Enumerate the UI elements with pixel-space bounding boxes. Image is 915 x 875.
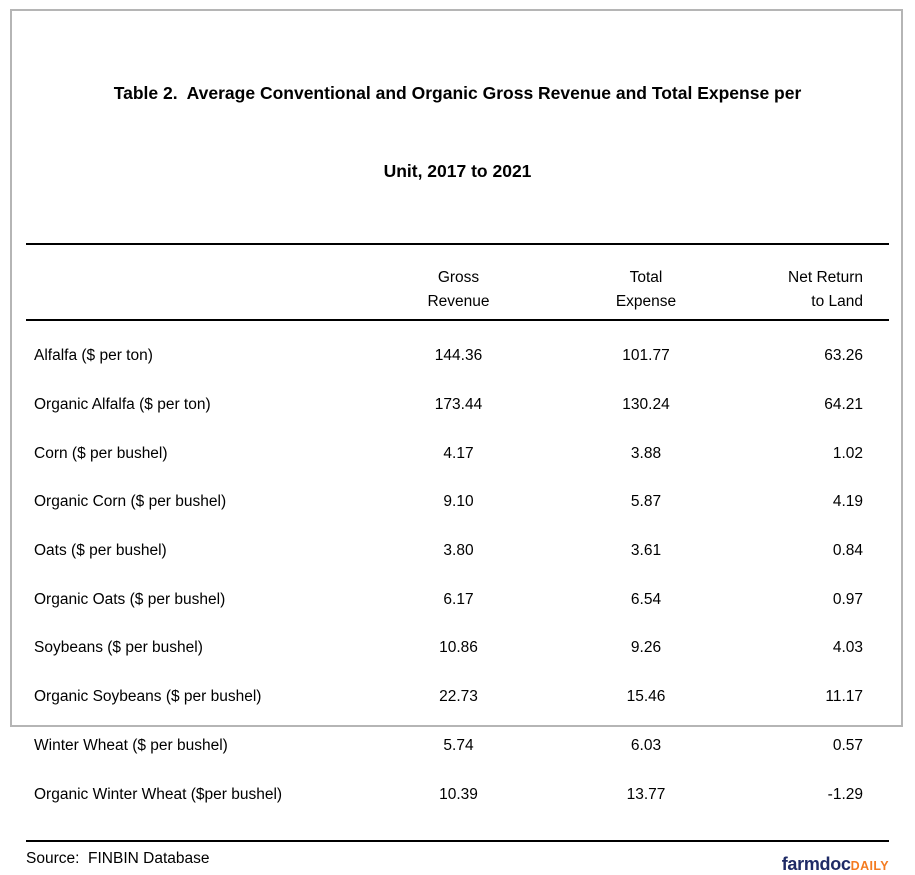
net-return-value: 0.57 — [832, 736, 863, 754]
gross-revenue-value: 10.39 — [439, 785, 478, 803]
header-spacer — [26, 266, 376, 314]
gross-revenue-value: 5.74 — [443, 736, 474, 754]
header-total-expense-line2: Expense — [615, 293, 677, 310]
table-card: Table 2. Average Conventional and Organi… — [10, 9, 903, 873]
source-note: Source: FINBIN Database — [26, 849, 210, 867]
table-row: Organic Soybeans ($ per bushel) 22.73 15… — [26, 673, 889, 722]
header-total-expense: Total Expense — [541, 266, 751, 314]
total-expense-value: 3.88 — [630, 444, 662, 462]
gross-revenue-value: 3.80 — [443, 542, 474, 560]
net-return-value: -1.29 — [827, 785, 863, 803]
row-label: Soybeans ($ per bushel) — [34, 639, 203, 657]
net-return-value: 11.17 — [825, 688, 863, 706]
gross-revenue-value: 9.10 — [443, 493, 474, 511]
footer-divider — [26, 839, 889, 842]
row-label: Oats ($ per bushel) — [34, 542, 167, 560]
gross-revenue-value: 10.86 — [439, 639, 478, 657]
total-expense-value: 9.26 — [630, 639, 662, 657]
row-label: Corn ($ per bushel) — [34, 444, 168, 462]
table-title: Table 2. Average Conventional and Organi… — [26, 28, 889, 236]
net-return-value: 64.21 — [824, 396, 863, 414]
total-expense-value: 101.77 — [622, 347, 670, 365]
net-return-value: 1.02 — [832, 444, 863, 462]
logo-daily-text: DAILY — [850, 858, 889, 873]
table-row: Winter Wheat ($ per bushel) 5.74 6.03 0.… — [26, 722, 889, 771]
gross-revenue-value: 173.44 — [434, 396, 483, 414]
table-title-line1: Table 2. Average Conventional and Organi… — [113, 83, 802, 103]
total-expense-value: 6.54 — [630, 590, 662, 608]
total-expense-value: 5.87 — [630, 493, 662, 511]
gross-revenue-value: 144.36 — [434, 347, 483, 365]
table-row: Corn ($ per bushel) 4.17 3.88 1.02 — [26, 429, 889, 478]
header-net-return: Net Return to Land — [751, 266, 887, 314]
row-label: Winter Wheat ($ per bushel) — [34, 736, 228, 754]
net-return-value: 0.97 — [832, 590, 863, 608]
total-expense-value: 13.77 — [626, 785, 666, 803]
row-label: Organic Corn ($ per bushel) — [34, 493, 227, 511]
total-expense-value: 6.03 — [630, 736, 662, 754]
net-return-value: 4.03 — [832, 639, 863, 657]
table-row: Soybeans ($ per bushel) 10.86 9.26 4.03 — [26, 624, 889, 673]
gross-revenue-value: 22.73 — [439, 688, 478, 706]
table-row: Organic Alfalfa ($ per ton) 173.44 130.2… — [26, 381, 889, 430]
table-title-line2: Unit, 2017 to 2021 — [383, 161, 532, 181]
header-net-return-line2: to Land — [811, 293, 863, 310]
table-row: Alfalfa ($ per ton) 144.36 101.77 63.26 — [26, 332, 889, 381]
gross-revenue-value: 4.17 — [443, 444, 474, 462]
header-gross-revenue: Gross Revenue — [376, 266, 541, 314]
title-divider — [26, 243, 889, 245]
logo-farmdoc-text: farmdoc — [781, 853, 851, 874]
table-footer: Source: FINBIN Database farmdocDAILY — [26, 848, 889, 875]
header-net-return-line1: Net Return — [788, 269, 863, 286]
table-row: Oats ($ per bushel) 3.80 3.61 0.84 — [26, 527, 889, 576]
net-return-value: 0.84 — [832, 542, 863, 560]
total-expense-value: 3.61 — [630, 542, 662, 560]
row-label: Organic Alfalfa ($ per ton) — [34, 396, 211, 414]
header-divider — [26, 319, 889, 321]
header-total-expense-line1: Total — [629, 269, 663, 286]
row-label: Organic Winter Wheat ($per bushel) — [34, 785, 283, 803]
total-expense-value: 130.24 — [622, 396, 670, 414]
table-row: Organic Winter Wheat ($per bushel) 10.39… — [26, 770, 889, 819]
table-row: Organic Oats ($ per bushel) 6.17 6.54 0.… — [26, 575, 889, 624]
table-header: Gross Revenue Total Expense Net Return t… — [26, 245, 889, 314]
header-gross-revenue-line1: Gross — [437, 269, 480, 286]
gross-revenue-value: 6.17 — [443, 590, 474, 608]
row-label: Organic Oats ($ per bushel) — [34, 590, 226, 608]
net-return-value: 4.19 — [832, 493, 863, 511]
row-label: Alfalfa ($ per ton) — [34, 347, 153, 365]
header-gross-revenue-line2: Revenue — [427, 293, 490, 310]
table-row: Organic Corn ($ per bushel) 9.10 5.87 4.… — [26, 478, 889, 527]
total-expense-value: 15.46 — [626, 688, 666, 706]
net-return-value: 63.26 — [824, 347, 863, 365]
row-label: Organic Soybeans ($ per bushel) — [34, 688, 262, 706]
table-body: Alfalfa ($ per ton) 144.36 101.77 63.26 … — [26, 332, 889, 819]
farmdoc-daily-logo: farmdocDAILY — [782, 855, 889, 875]
